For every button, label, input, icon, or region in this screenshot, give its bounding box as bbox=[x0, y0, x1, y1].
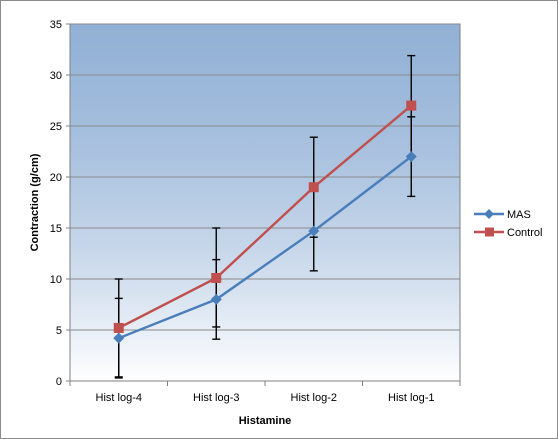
y-tick-label: 5 bbox=[56, 325, 62, 337]
x-tick-label: Hist log-2 bbox=[291, 392, 337, 404]
y-axis-ticks: 0 5 10 15 20 25 30 35 bbox=[50, 19, 460, 388]
data-point bbox=[308, 182, 319, 193]
legend-label: MAS bbox=[507, 209, 531, 221]
y-tick-label: 25 bbox=[50, 121, 62, 133]
plot-area bbox=[69, 23, 461, 382]
series-layer bbox=[113, 54, 417, 379]
data-point bbox=[113, 332, 125, 344]
gridlines bbox=[70, 23, 460, 331]
legend-label: Control bbox=[507, 227, 542, 239]
y-axis-title: Contraction (g/cm) bbox=[29, 153, 41, 251]
y-tick-label: 20 bbox=[50, 172, 62, 184]
y-tick-label: 0 bbox=[56, 376, 62, 388]
data-point bbox=[211, 272, 222, 283]
data-point bbox=[406, 100, 417, 111]
y-tick-label: 15 bbox=[50, 223, 62, 235]
data-point bbox=[308, 225, 320, 237]
x-tick-label: Hist log-3 bbox=[193, 392, 239, 404]
x-tick-label: Hist log-4 bbox=[96, 392, 142, 404]
legend: MAS Control bbox=[474, 209, 542, 239]
y-tick-label: 30 bbox=[50, 70, 62, 82]
data-point bbox=[405, 151, 417, 163]
y-tick-label: 35 bbox=[50, 19, 62, 31]
legend-item: Control bbox=[474, 227, 542, 239]
y-tick-label: 10 bbox=[50, 274, 62, 286]
legend-item: MAS bbox=[474, 209, 531, 221]
x-axis-title: Histamine bbox=[239, 415, 292, 427]
data-point bbox=[113, 322, 124, 333]
x-axis-ticks: Hist log-4 Hist log-3 Hist log-2 Hist log-1 bbox=[69, 381, 461, 404]
data-point bbox=[210, 293, 222, 305]
legend-marker bbox=[485, 227, 494, 237]
x-tick-label: Hist log-1 bbox=[388, 392, 434, 404]
legend-marker bbox=[484, 209, 494, 219]
series-line bbox=[118, 104, 413, 330]
series-line bbox=[118, 155, 412, 340]
